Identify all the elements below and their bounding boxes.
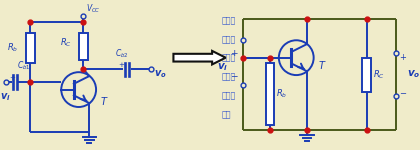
Text: $C_{b2}$: $C_{b2}$ [116,47,129,60]
Text: $R_C$: $R_C$ [60,37,72,49]
Text: $\bfit{v}_o$: $\bfit{v}_o$ [154,68,167,80]
Text: $C_{b1}$: $C_{b1}$ [17,60,30,72]
Bar [266,63,275,125]
Text: $+$: $+$ [118,60,126,69]
Text: $R_b$: $R_b$ [8,41,19,54]
Text: 源和耦: 源和耦 [222,35,236,44]
Text: 对交流: 对交流 [222,73,236,82]
Text: 短路: 短路 [222,110,231,119]
Bar [362,58,371,92]
Text: $-$: $-$ [230,71,238,80]
Text: $R_C$: $R_C$ [373,68,385,81]
Text: $+$: $+$ [399,52,407,62]
Text: 直流电: 直流电 [222,16,236,25]
Text: $\bfit{v}_o$: $\bfit{v}_o$ [407,69,420,81]
Text: $T$: $T$ [318,59,326,71]
FancyArrow shape [173,51,226,64]
Text: $\bfit{v}_i$: $\bfit{v}_i$ [0,92,10,103]
Text: 相当于: 相当于 [222,92,236,100]
Text: $+$: $+$ [9,73,16,82]
Text: $T$: $T$ [100,95,108,107]
Text: $V_{CC}$: $V_{CC}$ [87,3,101,15]
Text: 合电容: 合电容 [222,54,236,63]
Text: $R_b$: $R_b$ [276,88,287,100]
Text: $-$: $-$ [399,87,407,96]
Bar [79,33,88,60]
Bar [26,33,35,63]
Text: $+$: $+$ [230,48,238,58]
Text: $\bfit{v}_i$: $\bfit{v}_i$ [217,61,228,73]
